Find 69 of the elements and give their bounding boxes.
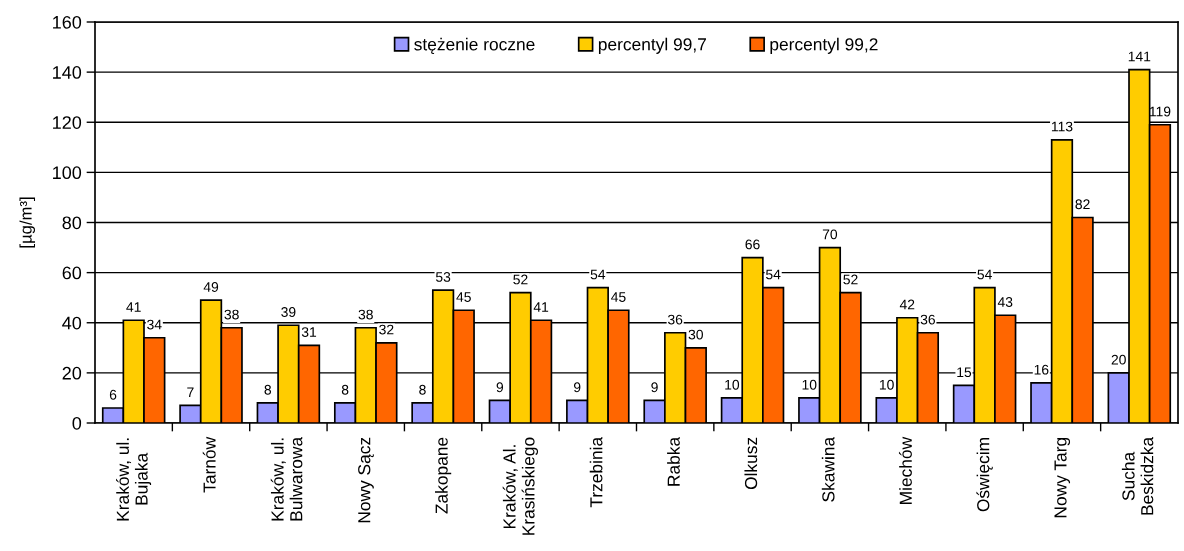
legend-label: percentyl 99,2 <box>770 37 878 54</box>
data-label: 70 <box>822 229 838 240</box>
data-label: 36 <box>920 314 935 325</box>
data-label: 82 <box>1075 199 1090 210</box>
y-tick-label: 120 <box>53 116 82 129</box>
data-label: 42 <box>899 299 915 310</box>
data-label: 20 <box>1111 354 1126 365</box>
data-label: 45 <box>611 292 626 302</box>
x-tick-label: Olkusz <box>744 437 758 490</box>
y-tick-label: 40 <box>62 316 82 330</box>
x-tick-label: Skawina <box>821 436 835 502</box>
x-tick-label: Nowy Targ <box>1054 438 1071 518</box>
data-label: 54 <box>977 269 992 280</box>
data-label: 45 <box>456 292 471 302</box>
data-label: 41 <box>126 302 141 312</box>
data-label: 31 <box>301 327 317 338</box>
data-label: 16 <box>1034 364 1049 375</box>
data-label: 53 <box>435 272 451 282</box>
y-tick-label: 100 <box>53 166 82 180</box>
data-label: 10 <box>802 379 817 390</box>
data-label: 8 <box>419 384 426 395</box>
x-tick-label: Kraków, ul. Bujaka <box>116 438 152 521</box>
data-label: 141 <box>1128 51 1151 62</box>
data-label: 6 <box>109 389 117 400</box>
data-label: 66 <box>745 239 760 250</box>
data-label: 54 <box>590 269 606 280</box>
legend-label: percentyl 99,7 <box>598 37 706 54</box>
data-label: 52 <box>513 274 528 285</box>
data-label: 9 <box>496 382 504 393</box>
x-tick-label: Rabka <box>667 436 680 486</box>
data-label: 52 <box>843 274 858 285</box>
data-label: 119 <box>1149 106 1171 117</box>
y-tick-label: 160 <box>53 15 82 29</box>
x-tick-label: Sucha Beskidzka <box>1121 436 1154 515</box>
y-tick-label: 140 <box>53 66 82 79</box>
x-tick-label: Oświęcim <box>976 438 993 512</box>
data-label: 30 <box>688 329 703 340</box>
data-label: 10 <box>879 379 894 390</box>
data-label: 10 <box>725 379 740 390</box>
y-tick-label: 0 <box>72 416 82 430</box>
y-axis-title: [µg/m³] <box>19 197 36 248</box>
data-label: 39 <box>281 307 296 317</box>
data-label: 113 <box>1051 121 1073 132</box>
y-tick-label: 60 <box>62 266 82 280</box>
data-label: 36 <box>667 314 683 325</box>
x-tick-label: Trzebinia <box>589 436 603 508</box>
x-tick-label: Nowy Sącz <box>358 437 374 523</box>
data-label: 7 <box>187 387 194 398</box>
data-label: 54 <box>766 269 781 280</box>
x-tick-label: Zakopane <box>435 437 452 514</box>
y-tick-label: 80 <box>62 216 82 230</box>
x-tick-label: Kraków, ul. Bulwarowa <box>270 436 303 521</box>
y-tick-label: 20 <box>62 366 82 380</box>
x-tick-label: Miechów <box>898 436 912 504</box>
data-label: 9 <box>573 382 581 393</box>
data-label: 38 <box>358 309 373 320</box>
data-label: 49 <box>203 282 219 292</box>
legend-label: stężenie roczne <box>414 37 535 54</box>
data-label: 8 <box>264 384 272 395</box>
data-label: 34 <box>147 319 162 330</box>
data-label: 8 <box>341 384 349 395</box>
data-label: 43 <box>997 297 1013 307</box>
data-label: 41 <box>533 302 549 312</box>
data-label: 32 <box>379 324 394 335</box>
data-label: 15 <box>957 367 972 378</box>
data-label: 9 <box>651 382 658 393</box>
data-label: 38 <box>224 309 239 320</box>
x-tick-label: Tarnów <box>202 436 216 493</box>
x-tick-label: Kraków, Al. Krasińskiego <box>502 437 539 535</box>
